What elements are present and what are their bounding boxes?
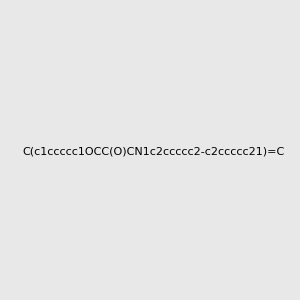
Text: C(c1ccccc1OCC(O)CN1c2ccccc2-c2ccccc21)=C: C(c1ccccc1OCC(O)CN1c2ccccc2-c2ccccc21)=C	[22, 146, 285, 157]
